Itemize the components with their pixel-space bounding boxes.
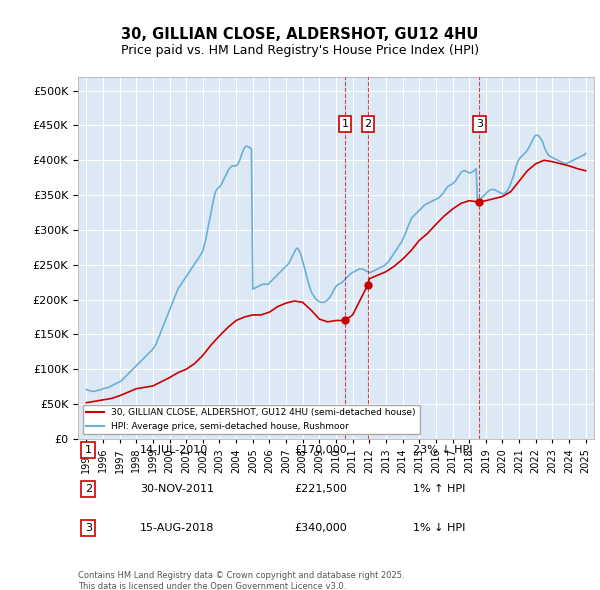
Text: 3: 3 <box>85 523 92 533</box>
Text: 30, GILLIAN CLOSE, ALDERSHOT, GU12 4HU: 30, GILLIAN CLOSE, ALDERSHOT, GU12 4HU <box>121 27 479 41</box>
Text: 1: 1 <box>85 445 92 455</box>
Text: Price paid vs. HM Land Registry's House Price Index (HPI): Price paid vs. HM Land Registry's House … <box>121 44 479 57</box>
Text: 1% ↑ HPI: 1% ↑ HPI <box>413 484 466 494</box>
Text: 14-JUL-2010: 14-JUL-2010 <box>140 445 208 455</box>
Text: Contains HM Land Registry data © Crown copyright and database right 2025.
This d: Contains HM Land Registry data © Crown c… <box>78 571 404 590</box>
Text: 3: 3 <box>476 119 483 129</box>
Legend: 30, GILLIAN CLOSE, ALDERSHOT, GU12 4HU (semi-detached house), HPI: Average price: 30, GILLIAN CLOSE, ALDERSHOT, GU12 4HU (… <box>83 405 419 434</box>
Text: £221,500: £221,500 <box>295 484 347 494</box>
Text: 2: 2 <box>85 484 92 494</box>
Text: 1% ↓ HPI: 1% ↓ HPI <box>413 523 466 533</box>
Text: £340,000: £340,000 <box>295 523 347 533</box>
Text: 15-AUG-2018: 15-AUG-2018 <box>140 523 214 533</box>
Text: £170,000: £170,000 <box>295 445 347 455</box>
Text: 23% ↓ HPI: 23% ↓ HPI <box>413 445 473 455</box>
Text: 30-NOV-2011: 30-NOV-2011 <box>140 484 214 494</box>
Text: 1: 1 <box>341 119 349 129</box>
Text: 2: 2 <box>364 119 371 129</box>
